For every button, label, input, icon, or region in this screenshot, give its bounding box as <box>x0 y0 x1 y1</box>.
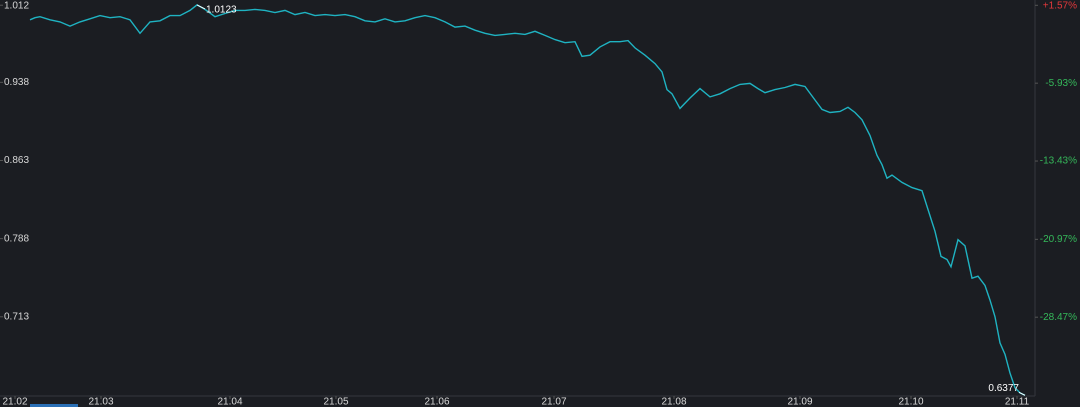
y-tick-label: 0.713 <box>4 311 29 322</box>
x-tick-label: 21.02 <box>2 397 27 407</box>
annotation-pointer <box>196 4 206 10</box>
y2-tick-label: +1.57% <box>1043 1 1077 12</box>
y-tick-label: 1.012 <box>4 1 29 12</box>
y2-tick-label: -20.97% <box>1040 234 1077 245</box>
y-tick-label: 0.938 <box>4 77 29 88</box>
x-tick-label: 21.11 <box>1005 397 1030 407</box>
y-tick-label: 0.863 <box>4 155 29 166</box>
x-tick-label: 21.09 <box>787 397 812 407</box>
nav-line <box>29 4 1026 396</box>
annotation: 1.0123 <box>206 5 237 16</box>
y2-tick-label: -28.47% <box>1040 312 1077 323</box>
annotation: 0.6377 <box>988 383 1019 394</box>
x-tick-label: 21.10 <box>898 397 923 407</box>
scroll-indicator <box>30 404 78 407</box>
y2-tick-label: -13.43% <box>1040 156 1077 167</box>
x-tick-label: 21.08 <box>661 397 686 407</box>
x-tick-label: 21.07 <box>541 397 566 407</box>
y-tick-label: 0.788 <box>4 233 29 244</box>
x-tick-label: 21.05 <box>323 397 348 407</box>
x-tick-label: 21.04 <box>217 397 242 407</box>
x-tick-label: 21.06 <box>424 397 449 407</box>
x-tick-label: 21.03 <box>88 397 113 407</box>
annotation-pointer <box>1018 391 1026 396</box>
y2-tick-label: -5.93% <box>1045 78 1077 89</box>
